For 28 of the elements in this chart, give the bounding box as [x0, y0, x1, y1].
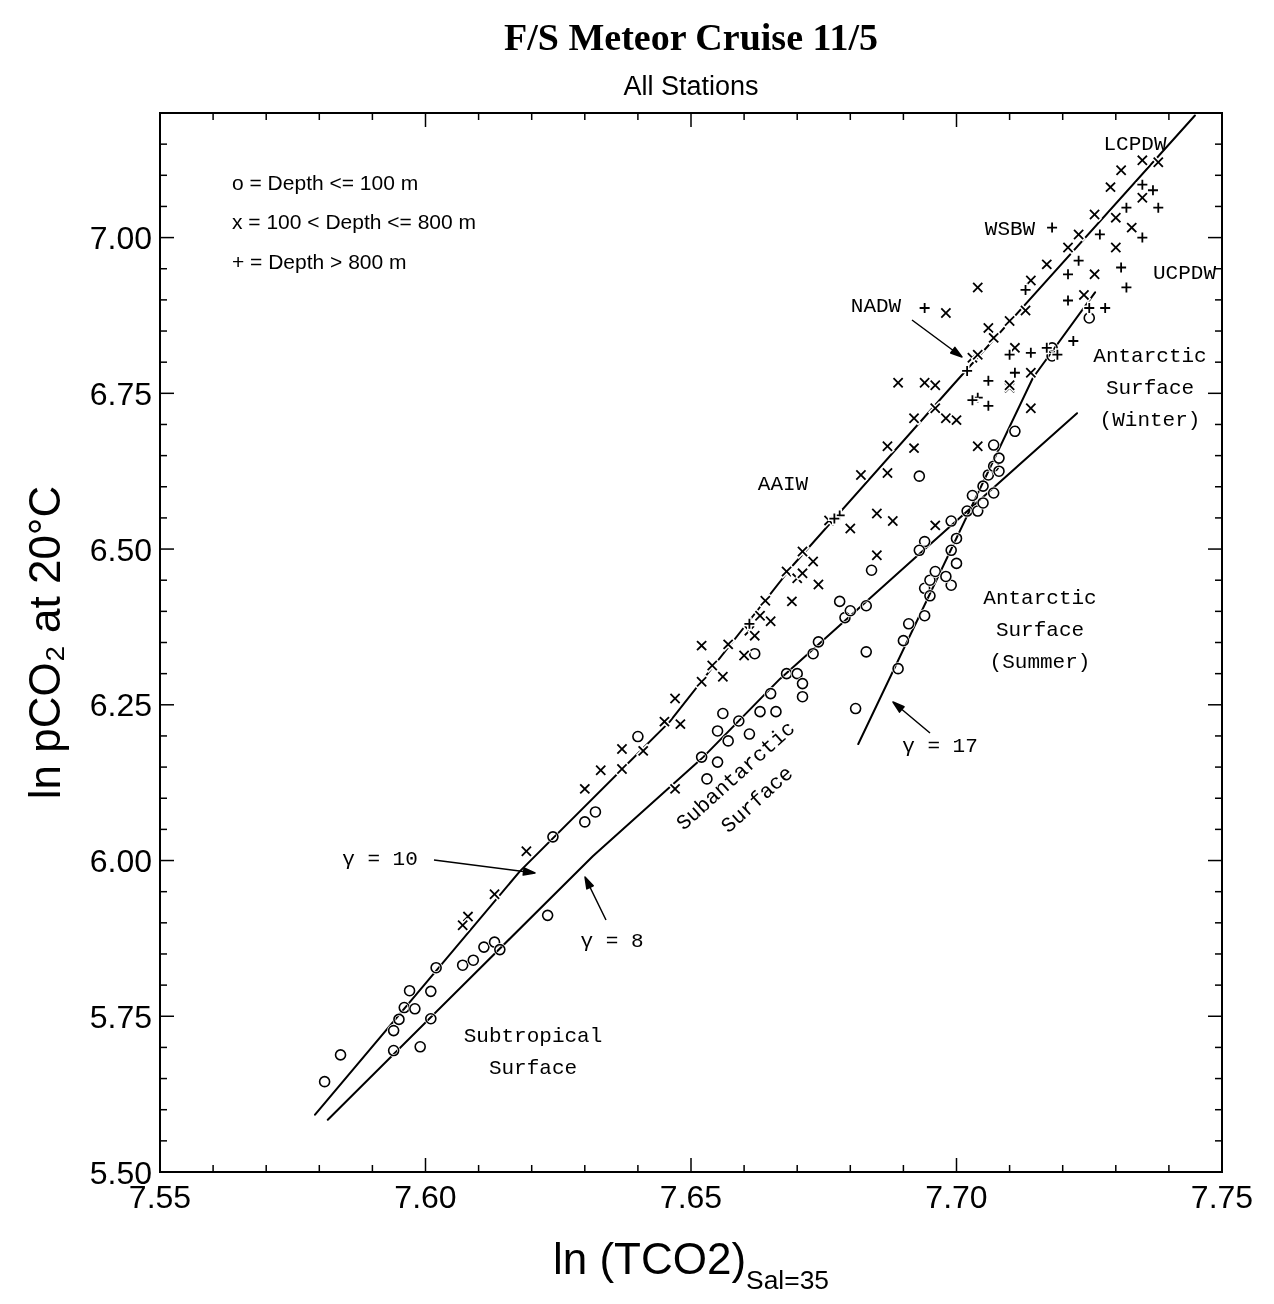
annotation: γ = 10 — [342, 848, 418, 872]
annotation: Antarctic Surface (Summer) — [983, 587, 1097, 675]
x-tick-label: 7.70 — [925, 1179, 988, 1215]
y-tick-label: 5.75 — [89, 998, 152, 1035]
y-tick-label: 6.50 — [89, 531, 152, 568]
chart-title: F/S Meteor Cruise 11/5 — [504, 16, 878, 58]
annotation: Subtropical Surface — [463, 1025, 603, 1081]
x-tick-label: 7.60 — [394, 1179, 457, 1215]
x-tick-label: 7.75 — [1190, 1179, 1254, 1215]
annotation: NADW — [850, 295, 902, 319]
annotation: AAIW — [757, 473, 809, 497]
y-axis-title: ln pCO₂ at 20°C — [20, 485, 69, 800]
annotation: LCPDW — [1103, 133, 1167, 157]
annotation: γ = 17 — [902, 735, 978, 759]
chart-subtitle: All Stations — [623, 71, 759, 101]
annotation: γ = 8 — [580, 930, 644, 954]
annotation: Antarctic Surface (Winter) — [1093, 345, 1207, 433]
y-tick-label: 6.75 — [89, 375, 152, 412]
annotation: WSBW — [984, 218, 1036, 242]
y-tick-label: 6.25 — [89, 687, 152, 724]
x-tick-label: 7.65 — [659, 1179, 723, 1215]
y-tick-label: 6.00 — [89, 843, 152, 880]
y-tick-label: 7.00 — [89, 220, 152, 257]
annotation: o = Depth <= 100 m — [232, 171, 419, 195]
x-axis-title: ln (TCO2)$_{Sal=35}$ — [552, 1234, 830, 1295]
annotation: + = Depth > 800 m — [232, 250, 407, 274]
annotation: UCPDW — [1152, 262, 1217, 286]
annotation: x = 100 < Depth <= 800 m — [232, 210, 477, 234]
